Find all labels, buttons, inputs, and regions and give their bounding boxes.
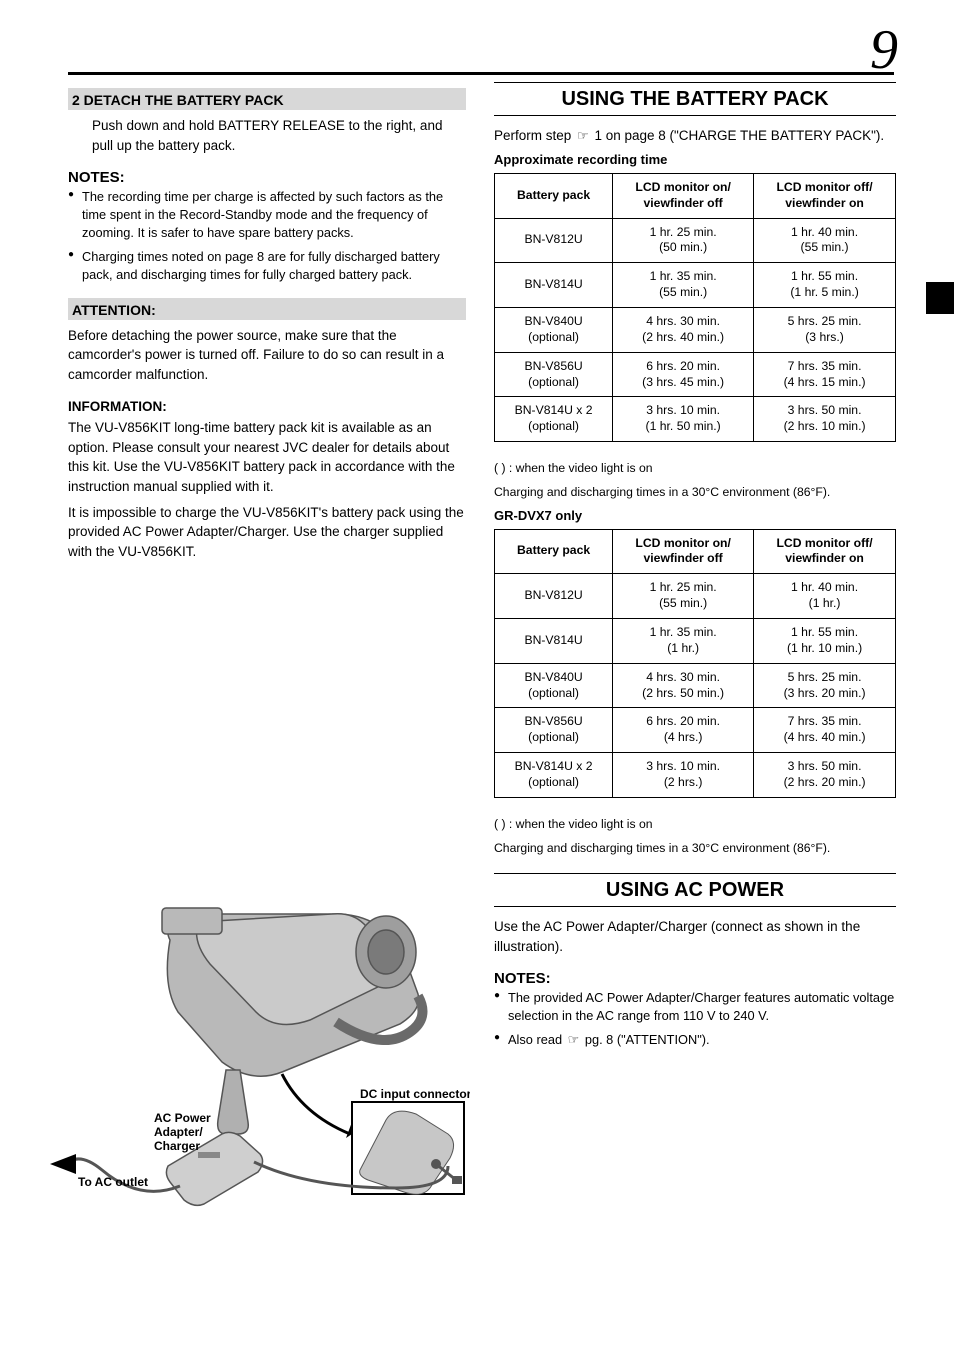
battery-intro: Perform step ☞ 1 on page 8 ("CHARGE THE … <box>494 126 896 146</box>
note-text: Also read <box>508 1032 566 1047</box>
step2-body: Push down and hold BATTERY RELEASE to th… <box>68 116 466 155</box>
table-cell: 3 hrs. 10 min. (2 hrs.) <box>613 753 754 798</box>
rec-time-title: Approximate recording time <box>494 152 896 167</box>
table-header: Battery pack <box>495 529 613 574</box>
table-cell: BN-V814U <box>495 618 613 663</box>
table-cell: 1 hr. 40 min. (55 min.) <box>754 218 896 263</box>
attention-label: ATTENTION: <box>72 302 156 318</box>
right-column: USING THE BATTERY PACK Perform step ☞ 1 … <box>494 88 896 1055</box>
info-body-2: It is impossible to charge the VU-V856KI… <box>68 503 466 562</box>
table-footnote-4: Charging and discharging times in a 30°C… <box>494 840 896 858</box>
table-cell: 4 hrs. 30 min. (2 hrs. 50 min.) <box>613 663 754 708</box>
table-cell: 6 hrs. 20 min. (4 hrs.) <box>613 708 754 753</box>
table-header: LCD monitor off/ viewfinder on <box>754 173 896 218</box>
table-cell: 1 hr. 25 min. (50 min.) <box>613 218 754 263</box>
attention-body: Before detaching the power source, make … <box>68 326 466 385</box>
table-footnote-1: ( ) : when the video light is on <box>494 460 896 478</box>
table-cell: 3 hrs. 10 min. (1 hr. 50 min.) <box>613 397 754 442</box>
section-heading-battery: USING THE BATTERY PACK <box>494 88 896 116</box>
pointer-icon: ☞ <box>577 127 589 146</box>
table-header: LCD monitor on/ viewfinder off <box>613 173 754 218</box>
table-cell: 4 hrs. 30 min. (2 hrs. 40 min.) <box>613 308 754 353</box>
gx-table: Battery pack LCD monitor on/ viewfinder … <box>494 529 896 798</box>
notes-heading-left: NOTES: <box>68 169 466 186</box>
left-column: 2 DETACH THE BATTERY PACK Push down and … <box>68 88 466 567</box>
table-cell: 1 hr. 25 min. (55 min.) <box>613 574 754 619</box>
step2-bar: 2 DETACH THE BATTERY PACK <box>68 88 466 110</box>
table-cell: 1 hr. 55 min. (1 hr. 5 min.) <box>754 263 896 308</box>
table-cell: 1 hr. 55 min. (1 hr. 10 min.) <box>754 618 896 663</box>
table-cell: 3 hrs. 50 min. (2 hrs. 10 min.) <box>754 397 896 442</box>
fig-label-dc: DC input connector <box>360 1087 470 1101</box>
table-cell: BN-V856U (optional) <box>495 352 613 397</box>
table-header: LCD monitor off/ viewfinder on <box>754 529 896 574</box>
camcorder-figure: DC input connector AC PowerAdapter/Charg… <box>50 902 470 1212</box>
table-header: Battery pack <box>495 173 613 218</box>
table-cell: 1 hr. 35 min. (55 min.) <box>613 263 754 308</box>
pointer-icon: ☞ <box>568 1031 580 1049</box>
table-cell: 7 hrs. 35 min. (4 hrs. 40 min.) <box>754 708 896 753</box>
fig-label-toac: To AC outlet <box>78 1175 148 1189</box>
table-cell: BN-V812U <box>495 218 613 263</box>
table-header: LCD monitor on/ viewfinder off <box>613 529 754 574</box>
table-cell: BN-V814U <box>495 263 613 308</box>
section-heading-ac: USING AC POWER <box>494 879 896 907</box>
intro-text-b: 1 on page 8 ("CHARGE THE BATTERY PACK"). <box>591 128 884 143</box>
note-text: pg. 8 ("ATTENTION"). <box>581 1032 709 1047</box>
attention-bar: ATTENTION: <box>68 298 466 320</box>
side-tab <box>926 282 954 314</box>
intro-text-a: Perform step <box>494 128 575 143</box>
table-cell: BN-V856U (optional) <box>495 708 613 753</box>
table-cell: BN-V814U x 2 (optional) <box>495 753 613 798</box>
note-item: Charging times noted on page 8 are for f… <box>68 248 466 284</box>
ac-body: Use the AC Power Adapter/Charger (connec… <box>494 917 896 956</box>
table-cell: 1 hr. 35 min. (1 hr.) <box>613 618 754 663</box>
notes-heading-right: NOTES: <box>494 970 896 987</box>
gx-title: GR-DVX7 only <box>494 508 896 523</box>
note-item: Also read ☞ pg. 8 ("ATTENTION"). <box>494 1031 896 1049</box>
info-heading: INFORMATION: <box>68 399 167 414</box>
notes-list-left: The recording time per charge is affecte… <box>68 188 466 284</box>
table-footnote-3: ( ) : when the video light is on <box>494 816 896 834</box>
camcorder-svg: DC input connector AC PowerAdapter/Charg… <box>50 902 470 1212</box>
table-cell: BN-V812U <box>495 574 613 619</box>
rec-time-table: Battery pack LCD monitor on/ viewfinder … <box>494 173 896 442</box>
notes-list-right: The provided AC Power Adapter/Charger fe… <box>494 989 896 1049</box>
top-rule <box>68 72 894 75</box>
table-cell: 5 hrs. 25 min. (3 hrs. 20 min.) <box>754 663 896 708</box>
table-cell: BN-V840U (optional) <box>495 308 613 353</box>
table-cell: BN-V814U x 2 (optional) <box>495 397 613 442</box>
table-cell: 3 hrs. 50 min. (2 hrs. 20 min.) <box>754 753 896 798</box>
table-cell: 5 hrs. 25 min. (3 hrs.) <box>754 308 896 353</box>
table-cell: BN-V840U (optional) <box>495 663 613 708</box>
info-body: The VU-V856KIT long-time battery pack ki… <box>68 418 466 496</box>
note-item: The recording time per charge is affecte… <box>68 188 466 242</box>
table-cell: 6 hrs. 20 min. (3 hrs. 45 min.) <box>613 352 754 397</box>
table-cell: 1 hr. 40 min. (1 hr.) <box>754 574 896 619</box>
note-item: The provided AC Power Adapter/Charger fe… <box>494 989 896 1025</box>
table-footnote-2: Charging and discharging times in a 30°C… <box>494 484 896 502</box>
table-cell: 7 hrs. 35 min. (4 hrs. 15 min.) <box>754 352 896 397</box>
